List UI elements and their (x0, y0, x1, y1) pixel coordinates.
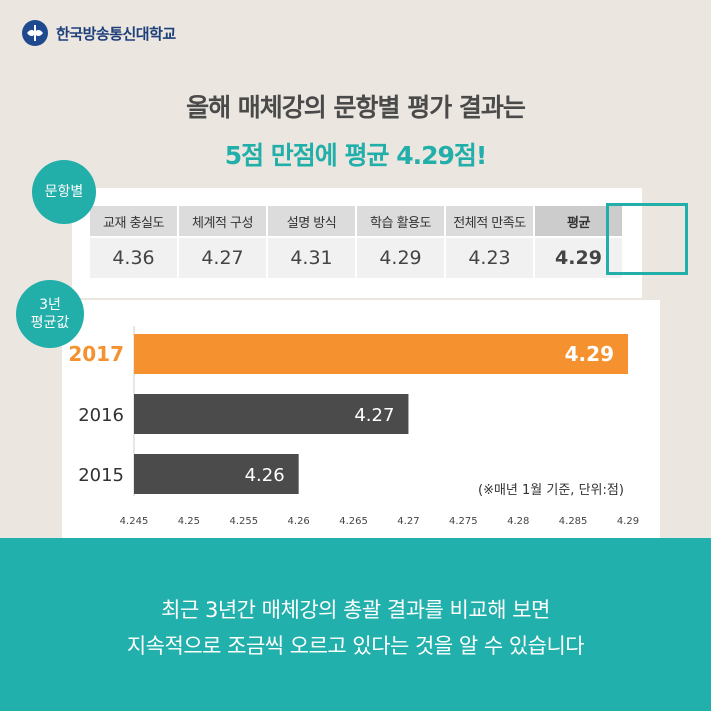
value-label-2017: 4.29 (565, 342, 614, 366)
x-tick-label: 4.29 (617, 516, 639, 527)
score-cell: 설명 방식 4.31 (268, 206, 355, 278)
bar-chart-svg: 2017 4.29 2016 4.27 2015 4.26 4.245 4.25 4.255 4.… (68, 326, 639, 527)
bar-2017 (134, 334, 628, 374)
three-year-badge-line-2: 평균값 (30, 315, 70, 331)
x-tick-label: 4.285 (559, 516, 588, 527)
x-tick-label: 4.26 (288, 516, 310, 527)
value-label-2015: 4.26 (245, 465, 285, 486)
score-cell-value: 4.36 (90, 238, 177, 278)
average-highlight-frame (606, 203, 688, 275)
category-label-2016: 2016 (78, 405, 124, 426)
brand-logo: 한국방송통신대학교 (22, 20, 176, 46)
score-cell-header: 체계적 구성 (179, 206, 266, 236)
x-tick-label: 4.245 (120, 516, 149, 527)
x-tick-label: 4.265 (339, 516, 368, 527)
x-tick-label: 4.28 (507, 516, 529, 527)
bar-2015 (134, 454, 299, 494)
three-year-chart: 2017 4.29 2016 4.27 2015 4.26 4.245 4.25 4.255 4.… (62, 300, 660, 538)
x-tick-label: 4.27 (397, 516, 419, 527)
items-badge: 문항별 (32, 160, 96, 224)
headline-line-2: 5점 만점에 평균 4.29점! (224, 141, 488, 170)
score-cell-header: 전체적 만족도 (446, 206, 533, 236)
three-year-badge: 3년 평균값 (16, 280, 84, 348)
score-cell: 전체적 만족도 4.23 (446, 206, 533, 278)
score-cell-header: 설명 방식 (268, 206, 355, 236)
score-cell: 체계적 구성 4.27 (179, 206, 266, 278)
score-cell-header: 교재 충실도 (90, 206, 177, 236)
items-badge-label: 문항별 (44, 184, 84, 200)
value-label-2016: 4.27 (354, 405, 394, 426)
score-cell-value: 4.27 (179, 238, 266, 278)
brand-name: 한국방송통신대학교 (56, 24, 176, 43)
footer-panel (0, 538, 711, 711)
score-cell: 학습 활용도 4.29 (357, 206, 444, 278)
x-tick-label: 4.275 (449, 516, 478, 527)
category-label-2015: 2015 (78, 465, 124, 486)
footer-line-1: 최근 3년간 매체강의 총괄 결과를 비교해 보면 (161, 598, 550, 622)
x-tick-label: 4.255 (229, 516, 258, 527)
university-emblem-icon (22, 20, 48, 46)
score-table-cells: 교재 충실도 4.36 체계적 구성 4.27 설명 방식 4.31 학습 활용도 4.29 전… (90, 206, 624, 278)
score-table: 교재 충실도 4.36 체계적 구성 4.27 설명 방식 4.31 학습 활용도 4.29 전… (72, 188, 688, 298)
headline-line-1: 올해 매체강의 문항별 평가 결과는 (186, 93, 526, 122)
score-cell: 교재 충실도 4.36 (90, 206, 177, 278)
score-cell-value: 4.23 (446, 238, 533, 278)
three-year-badge-line-1: 3년 (39, 297, 61, 313)
score-cell-header: 학습 활용도 (357, 206, 444, 236)
category-label-2017: 2017 (68, 342, 124, 366)
bar-2016 (134, 394, 409, 434)
score-cell-value: 4.29 (357, 238, 444, 278)
x-tick-label: 4.25 (178, 516, 200, 527)
footer-line-2: 지속적으로 조금씩 오르고 있다는 것을 알 수 있습니다 (126, 634, 585, 658)
score-cell-value: 4.31 (268, 238, 355, 278)
chart-note: (※매년 1월 기준, 단위:점) (478, 483, 624, 498)
